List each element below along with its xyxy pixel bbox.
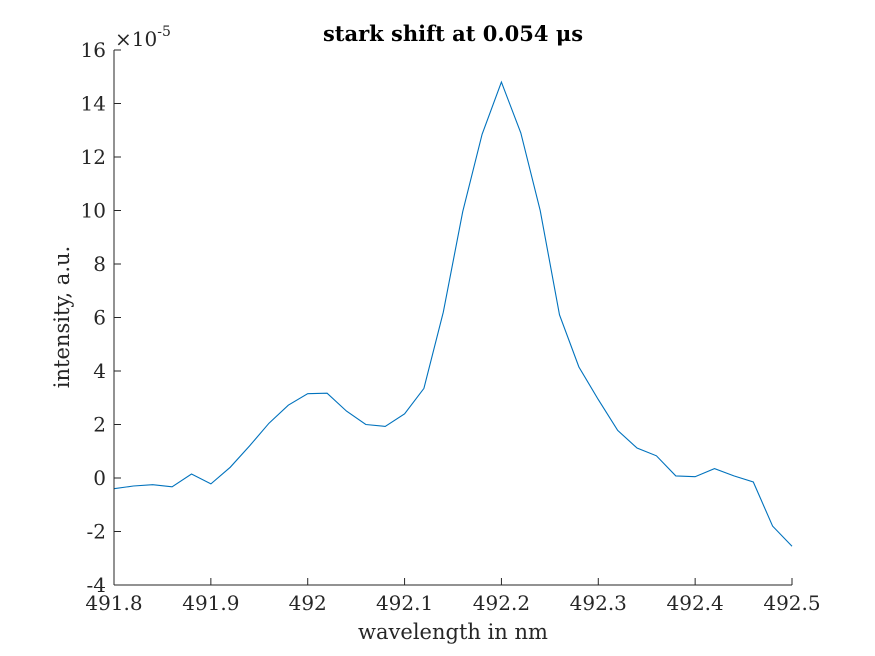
y-tick-label: -4 (87, 573, 106, 597)
x-tick-label: 492.5 (763, 591, 820, 615)
x-tick-label: 492.2 (473, 591, 530, 615)
y-tick-label: 4 (93, 359, 106, 383)
axes-layer (113, 50, 792, 586)
y-tick-label: 10 (81, 199, 106, 223)
y-tick-label: 8 (93, 252, 106, 276)
y-tick-label: 14 (81, 92, 106, 116)
x-tick-label: 491.8 (85, 591, 142, 615)
x-tick-label: 492.3 (570, 591, 627, 615)
y-tick-label: 2 (93, 413, 106, 437)
chart-title: stark shift at 0.054 μs (323, 21, 583, 46)
x-tick-label: 492.1 (376, 591, 433, 615)
y-axis-label: intensity, a.u. (50, 246, 74, 388)
x-axis-label: wavelength in nm (358, 620, 548, 644)
y-tick-label: 0 (93, 466, 106, 490)
plot-area (114, 50, 792, 585)
exponent-base: ×10 (115, 27, 157, 51)
x-tick-label: 492.4 (667, 591, 724, 615)
y-axis-exponent: ×10-5 (115, 24, 171, 51)
y-tick-label: -2 (87, 520, 106, 544)
y-tick-label: 16 (81, 38, 106, 62)
y-tick-label: 12 (81, 145, 106, 169)
x-tick-label: 492 (289, 591, 327, 615)
y-tick-label: 6 (93, 306, 106, 330)
ticks-layer: 491.8 491.9 492 492.1 492.2 492.3 492.4 492.5 -4… (81, 38, 821, 615)
exponent-power: -5 (157, 24, 171, 40)
series-line (113, 80, 793, 547)
x-tick-label: 491.9 (182, 591, 239, 615)
